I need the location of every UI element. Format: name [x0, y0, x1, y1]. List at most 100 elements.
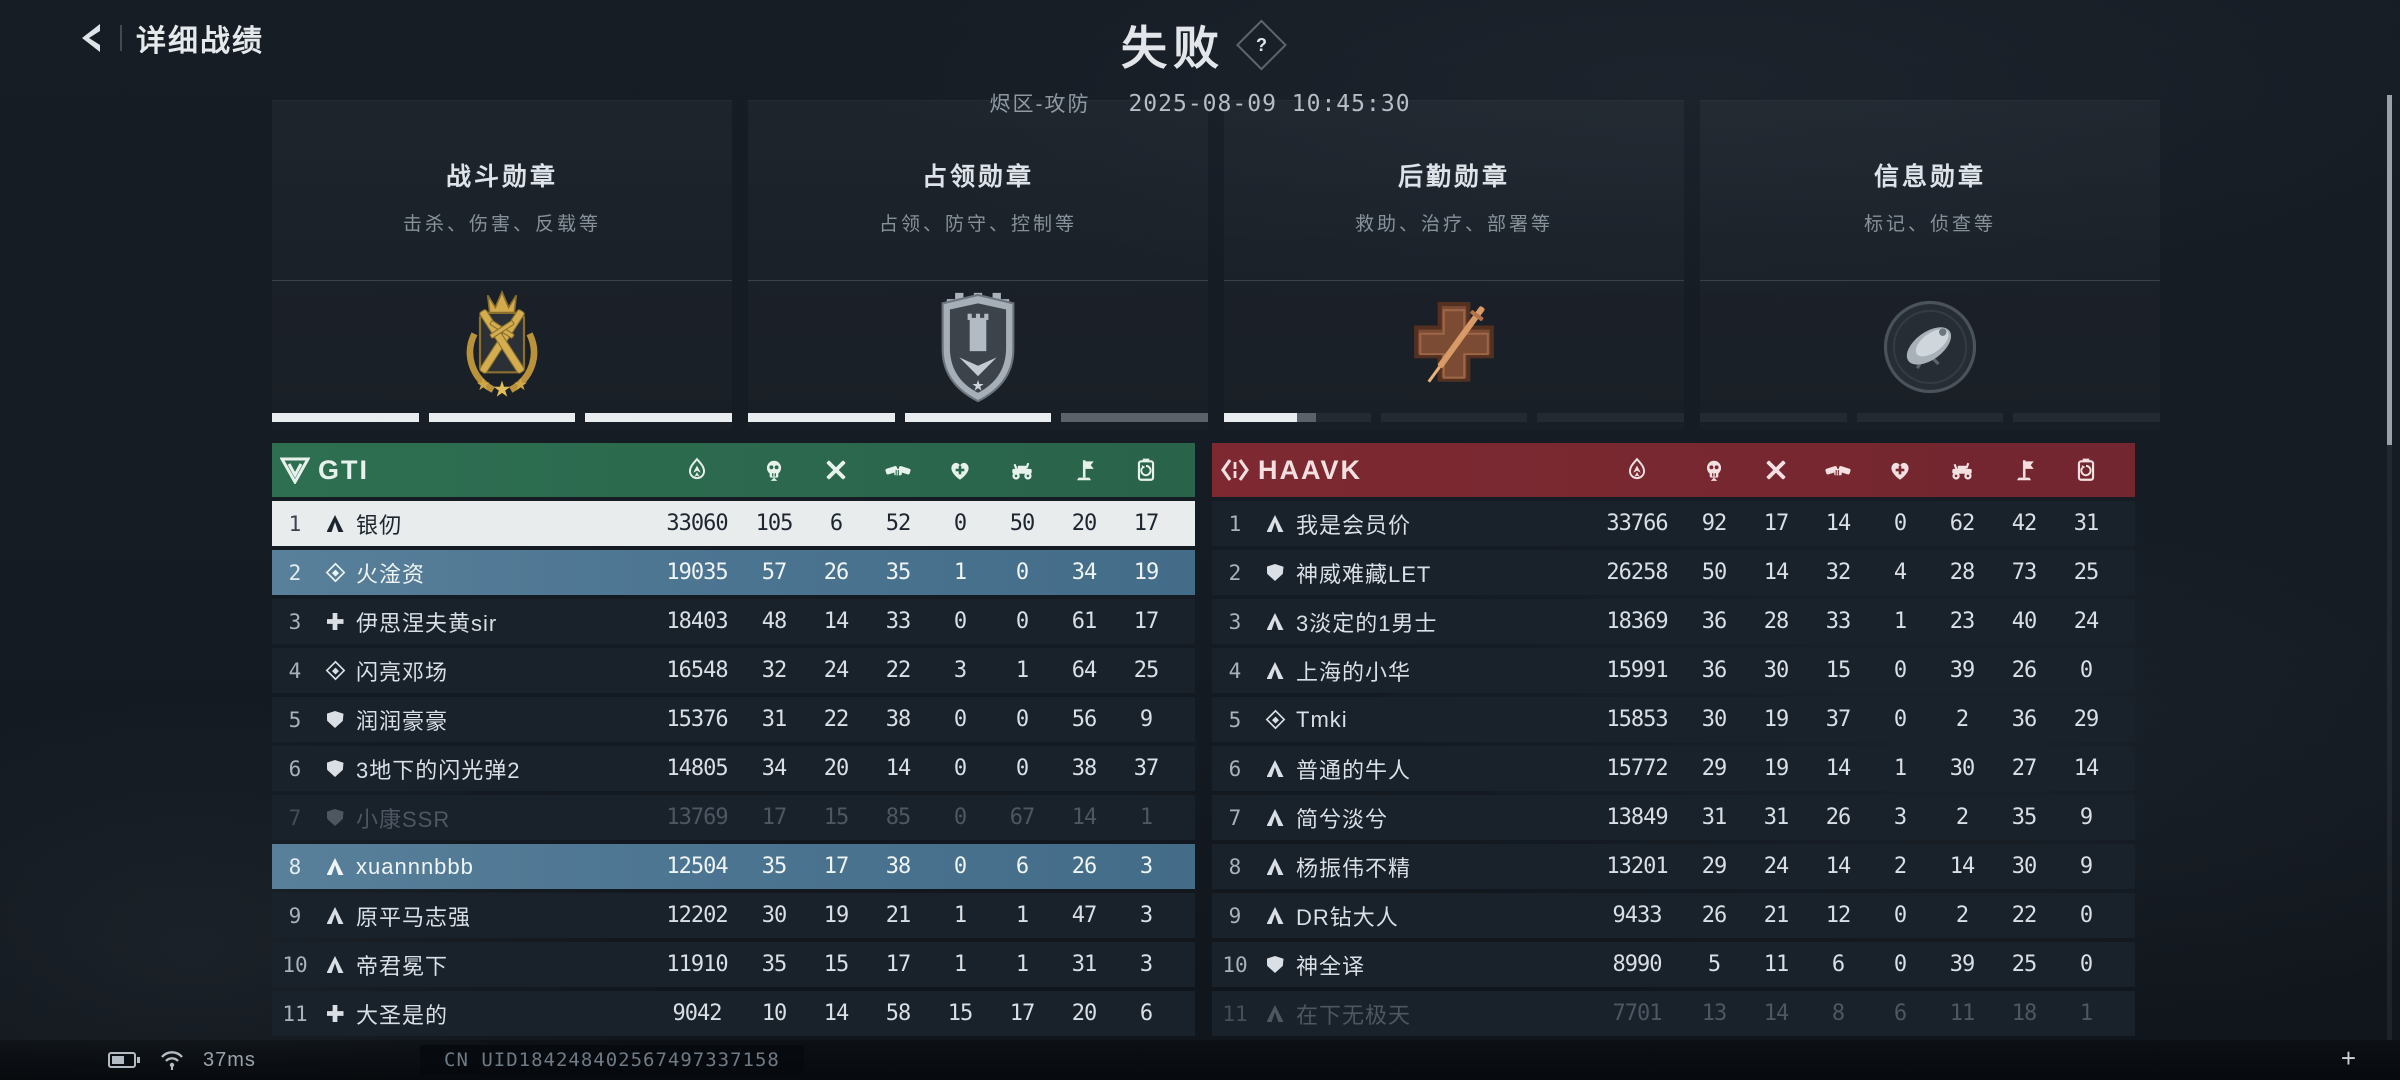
stat-kills: 5: [1707, 952, 1721, 977]
stat-revives: 0: [953, 805, 967, 830]
svg-text:★: ★: [971, 378, 984, 395]
player-row[interactable]: 11 在下无极天 7701 13 14 8 6 11 18 1: [1212, 991, 2135, 1036]
player-row[interactable]: 3 3淡定的1男士 18369 36 28 33 1 23 40 24: [1212, 599, 2135, 644]
bottom-bar: 37ms CN UID184248402567497337158 +: [0, 1040, 2400, 1080]
player-name: 闪亮邓场: [356, 659, 449, 685]
player-row[interactable]: 2 火淦资 19035 57 26 35 1 0 34 19: [272, 550, 1195, 595]
medal-progress-segment: [1537, 413, 1685, 422]
help-icon[interactable]: ?: [1235, 19, 1287, 71]
stat-vehicle: 62: [1949, 511, 1976, 536]
player-row[interactable]: 9 原平马志强 12202 30 19 21 1 1 47 3: [272, 893, 1195, 938]
player-row[interactable]: 1 银仞 33060 105 6 52 0 50 20 17: [272, 501, 1195, 546]
stat-assists: 8: [1831, 1001, 1845, 1026]
stat-kills: 26: [1701, 903, 1728, 928]
player-row[interactable]: 6 普通的牛人 15772 29 19 14 1 30 27 14: [1212, 746, 2135, 791]
supplies-column-icon: [2073, 457, 2099, 483]
haavk-faction-icon: [1220, 456, 1250, 484]
deaths-column-icon: [1763, 457, 1789, 483]
stat-vehicle: 28: [1949, 560, 1976, 585]
medal-summary: 战斗勋章 击杀、伤害、反载等 ★ ★ ★: [272, 100, 2161, 430]
team-header: GTI: [272, 443, 1195, 497]
medal-progress-segment: [1856, 413, 2004, 422]
player-row[interactable]: 7 简兮淡兮 13849 31 31 26 3 2 35 9: [1212, 795, 2135, 840]
stat-supplies: 9: [2079, 854, 2093, 879]
stat-revives: 0: [1893, 707, 1907, 732]
player-rank: 11: [1222, 1001, 1248, 1026]
player-rank: 1: [1228, 511, 1242, 536]
stat-revives: 3: [1893, 805, 1907, 830]
battery-icon: [108, 1052, 140, 1068]
player-row[interactable]: 7 小康SSR 13769 17 15 85 0 67 14 1: [272, 795, 1195, 840]
player-row[interactable]: 5 润润豪豪 15376 31 22 38 0 0 56 9: [272, 697, 1195, 742]
player-rank: 2: [1228, 560, 1242, 585]
player-row[interactable]: 3 伊思涅夫黄sir 18403 48 14 33 0 0 61 17: [272, 599, 1195, 644]
medal-progress-segment: [585, 413, 733, 422]
stat-kills: 36: [1701, 658, 1728, 683]
scrollbar-track[interactable]: [2387, 95, 2392, 1040]
assault-class-icon: [326, 956, 344, 973]
player-rank: 8: [1228, 854, 1242, 879]
player-row[interactable]: 10 神全译 8990 5 11 6 0 39 25 0: [1212, 942, 2135, 987]
stat-supplies: 29: [2073, 707, 2100, 732]
player-row[interactable]: 10 帝君冕下 11910 35 15 17 1 1 31 3: [272, 942, 1195, 987]
player-name: 火淦资: [356, 561, 426, 587]
player-row[interactable]: 8 xuannnbbb 12504 35 17 38 0 6 26 3: [272, 844, 1195, 889]
player-name: Tmki: [1296, 706, 1348, 732]
svg-text:★: ★: [492, 378, 512, 403]
stat-revives: 1: [1893, 609, 1907, 634]
back-button[interactable]: [74, 21, 106, 55]
stat-deaths: 11: [1763, 952, 1790, 977]
stat-deaths: 28: [1763, 609, 1790, 634]
stat-revives: 0: [953, 511, 967, 536]
stat-score: 12202: [666, 903, 728, 928]
uid-text: CN UID184248402567497337158: [444, 1049, 780, 1071]
stat-supplies: 9: [2079, 805, 2093, 830]
player-row[interactable]: 4 上海的小华 15991 36 30 15 0 39 26 0: [1212, 648, 2135, 693]
stat-captures: 38: [1071, 756, 1098, 781]
player-row[interactable]: 4 闪亮邓场 16548 32 24 22 3 1 64 25: [272, 648, 1195, 693]
scrollbar-thumb[interactable]: [2387, 95, 2392, 445]
stat-kills: 31: [761, 707, 788, 732]
stat-vehicle: 39: [1949, 952, 1976, 977]
stat-score: 13201: [1606, 854, 1668, 879]
medal-panel-intel: 信息勋章 标记、侦查等: [1700, 100, 2161, 430]
player-rank: 11: [282, 1001, 308, 1026]
stat-supplies: 1: [1139, 805, 1153, 830]
team-name: HAAVK: [1258, 454, 1362, 485]
stat-assists: 35: [885, 560, 912, 585]
stat-vehicle: 0: [1015, 707, 1029, 732]
player-row[interactable]: 5 Tmki 15853 30 19 37 0 2 36 29: [1212, 697, 2135, 742]
stat-supplies: 0: [2079, 903, 2093, 928]
player-rank: 2: [288, 560, 302, 585]
page-title: 详细战绩: [136, 25, 264, 58]
stat-revives: 3: [953, 658, 967, 683]
stat-score: 33766: [1606, 511, 1668, 536]
player-row[interactable]: 2 神威难藏LET 26258 50 14 32 4 28 73 25: [1212, 550, 2135, 595]
player-row[interactable]: 8 杨振伟不精 13201 29 24 14 2 14 30 9: [1212, 844, 2135, 889]
match-datetime: 2025-08-09 10:45:30: [1128, 91, 1410, 117]
player-row[interactable]: 1 我是会员价 33766 92 17 14 0 62 42 31: [1212, 501, 2135, 546]
stat-captures: 26: [1071, 854, 1098, 879]
stat-captures: 35: [2011, 805, 2038, 830]
shield-class-icon: [326, 809, 344, 826]
medal-progress-bar: [1700, 413, 2161, 422]
player-row[interactable]: 11 大圣是的 9042 10 14 58 15 17 20 6: [272, 991, 1195, 1036]
stat-score: 26258: [1606, 560, 1668, 585]
player-name: 普通的牛人: [1296, 757, 1412, 783]
back-icon: [82, 24, 100, 52]
stat-score: 15853: [1606, 707, 1668, 732]
stat-assists: 32: [1825, 560, 1852, 585]
revives-column-icon: [947, 457, 973, 483]
stat-assists: 6: [1831, 952, 1845, 977]
stat-deaths: 14: [823, 1001, 850, 1026]
stat-assists: 26: [1825, 805, 1852, 830]
stat-captures: 73: [2011, 560, 2038, 585]
result-header: 失败 ? 烬区-攻防 2025-08-09 10:45:30: [989, 12, 1410, 118]
medal-progress-segment: [272, 413, 419, 422]
uid-chip: CN UID184248402567497337158: [420, 1045, 804, 1075]
player-row[interactable]: 9 DR钻大人 9433 26 21 12 0 2 22 0: [1212, 893, 2135, 938]
stat-kills: 57: [761, 560, 788, 585]
divider: [120, 25, 122, 51]
player-row[interactable]: 6 3地下的闪光弹2 14805 34 20 14 0 0 38 37: [272, 746, 1195, 791]
capture-medal-silver-icon: ★: [926, 281, 1030, 413]
